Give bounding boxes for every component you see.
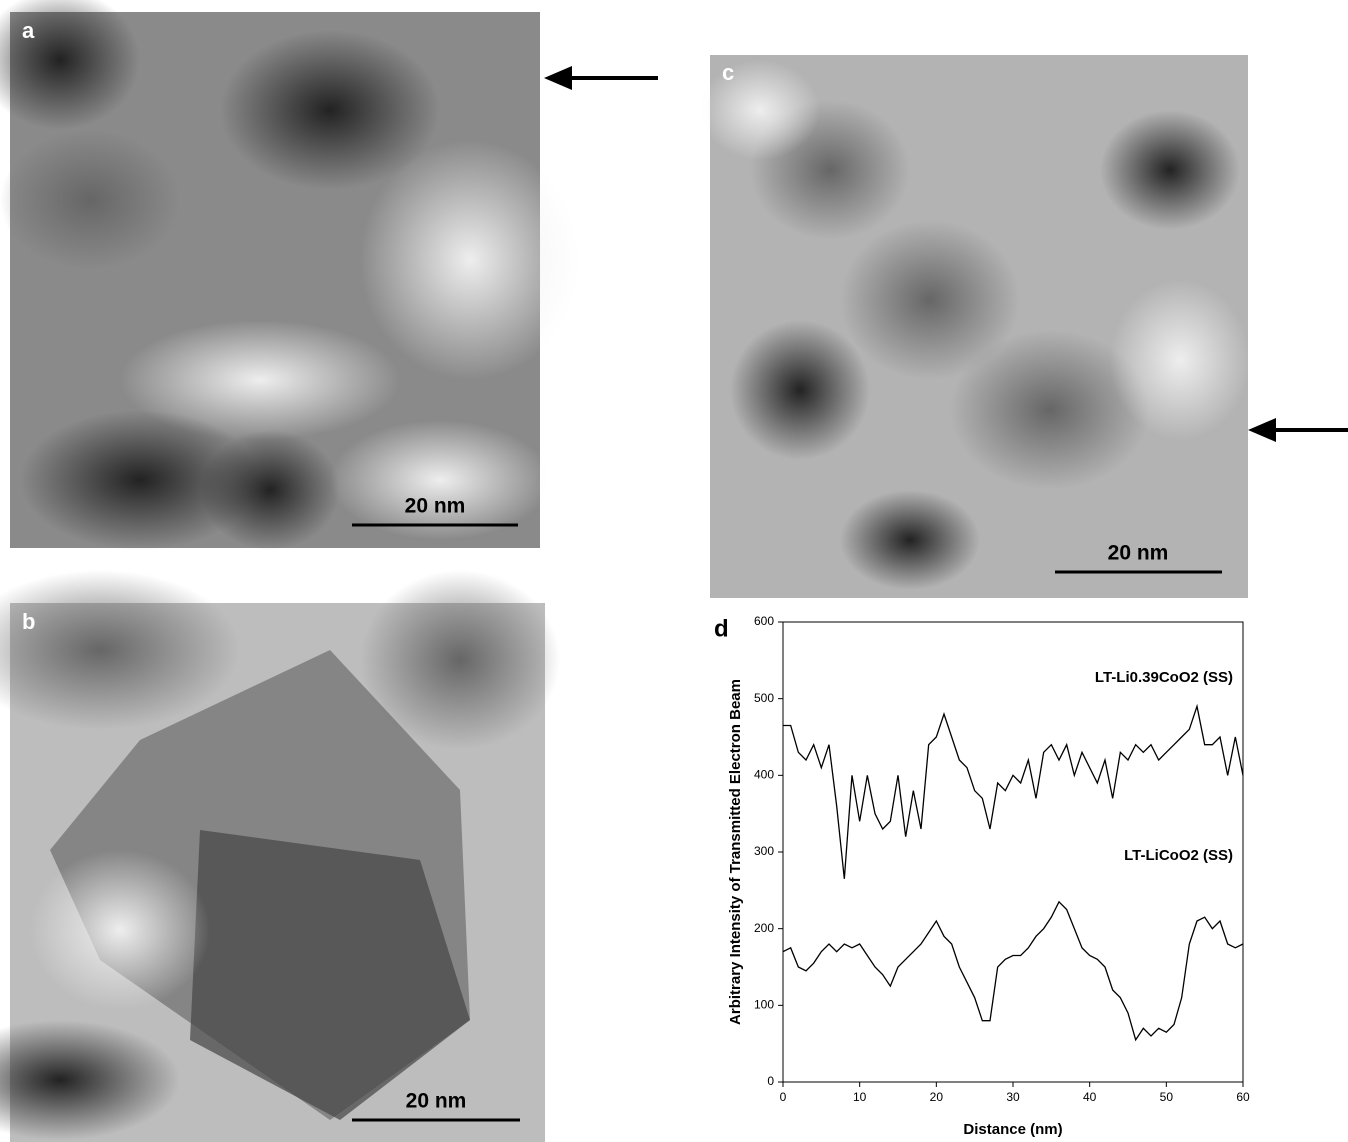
figure: a b c 20 nm 20 nm 20 nm d Distance (nm) … (0, 0, 1348, 1142)
arrow (544, 66, 658, 90)
x-tick-label: 40 (1083, 1090, 1097, 1104)
panel-label: a (22, 18, 35, 43)
micrograph-a (0, 0, 580, 550)
panel-label: c (722, 60, 734, 85)
scale-bar-label: 20 nm (405, 495, 466, 518)
x-tick-label: 10 (853, 1090, 867, 1104)
arrow (1248, 418, 1348, 442)
series-label: LT-LiCoO2 (SS) (1124, 847, 1233, 864)
panel-label: d (714, 615, 729, 642)
x-axis-label: Distance (nm) (963, 1121, 1062, 1138)
x-tick-label: 60 (1236, 1090, 1250, 1104)
micrograph-b (0, 570, 560, 1142)
y-tick-label: 0 (767, 1074, 774, 1088)
y-tick-label: 600 (754, 614, 774, 628)
series-label: LT-Li0.39CoO2 (SS) (1095, 669, 1233, 686)
scale-bar-label: 20 nm (406, 1090, 467, 1113)
y-axis-label: Arbitrary Intensity of Transmitted Elect… (727, 679, 744, 1025)
x-tick-label: 30 (1006, 1090, 1020, 1104)
y-tick-label: 500 (754, 691, 774, 705)
micrograph-c (700, 55, 1250, 598)
x-tick-label: 50 (1160, 1090, 1174, 1104)
y-tick-label: 300 (754, 844, 774, 858)
page: a b c 20 nm 20 nm 20 nm d Distance (nm) … (0, 0, 1348, 1142)
y-tick-label: 200 (754, 921, 774, 935)
x-tick-label: 20 (930, 1090, 944, 1104)
x-tick-label: 0 (780, 1090, 787, 1104)
y-tick-label: 400 (754, 768, 774, 782)
scale-bar-label: 20 nm (1108, 542, 1169, 565)
panel-label: b (22, 609, 35, 634)
data-line (783, 902, 1243, 1040)
y-tick-label: 100 (754, 998, 774, 1012)
